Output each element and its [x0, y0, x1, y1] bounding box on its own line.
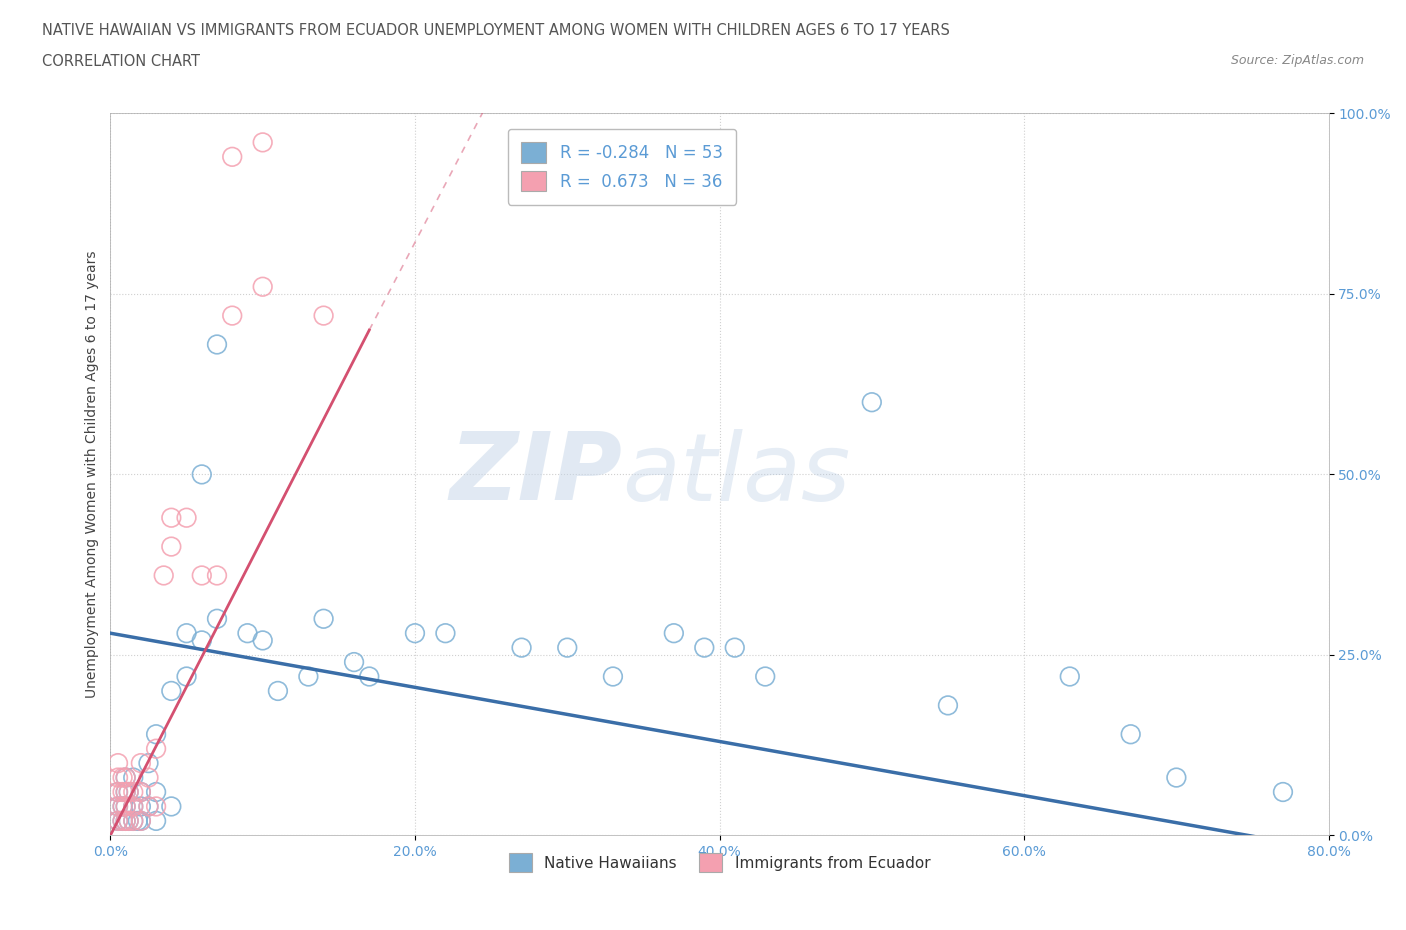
Point [111, 814, 134, 829]
Point [107, 785, 129, 800]
Point [114, 814, 136, 829]
Point [312, 611, 335, 626]
Point [1166, 770, 1188, 785]
Point [107, 799, 129, 814]
Text: NATIVE HAWAIIAN VS IMMIGRANTS FROM ECUADOR UNEMPLOYMENT AMONG WOMEN WITH CHILDRE: NATIVE HAWAIIAN VS IMMIGRANTS FROM ECUAD… [42, 23, 950, 38]
Point [138, 799, 160, 814]
Point [107, 814, 129, 829]
Point [107, 814, 129, 829]
Point [936, 698, 959, 712]
Point [114, 770, 136, 785]
Point [114, 785, 136, 800]
Point [205, 337, 228, 352]
Point [129, 756, 152, 771]
Point [404, 626, 426, 641]
Point [129, 785, 152, 800]
Point [160, 511, 183, 525]
Point [434, 626, 457, 641]
Point [160, 539, 183, 554]
Point [1059, 669, 1081, 684]
Point [176, 669, 198, 684]
Point [111, 799, 134, 814]
Point [1271, 785, 1294, 800]
Point [107, 785, 129, 800]
Point [122, 814, 145, 829]
Point [252, 279, 274, 294]
Point [724, 640, 747, 655]
Point [252, 135, 274, 150]
Point [114, 799, 136, 814]
Point [160, 799, 183, 814]
Point [145, 814, 167, 829]
Point [118, 814, 141, 829]
Point [252, 633, 274, 648]
Point [754, 669, 776, 684]
Point [122, 799, 145, 814]
Point [221, 308, 243, 323]
Point [111, 799, 134, 814]
Point [111, 814, 134, 829]
Text: CORRELATION CHART: CORRELATION CHART [42, 54, 200, 69]
Point [118, 814, 141, 829]
Point [127, 814, 149, 829]
Point [138, 756, 160, 771]
Point [111, 785, 134, 800]
Point [114, 799, 136, 814]
Point [138, 770, 160, 785]
Point [111, 770, 134, 785]
Point [1119, 727, 1142, 742]
Point [122, 770, 145, 785]
Point [145, 727, 167, 742]
Point [860, 394, 883, 409]
Point [236, 626, 259, 641]
Point [129, 785, 152, 800]
Point [555, 640, 578, 655]
Point [122, 785, 145, 800]
Point [312, 308, 335, 323]
Point [152, 568, 174, 583]
Text: atlas: atlas [621, 429, 851, 520]
Point [107, 770, 129, 785]
Point [122, 799, 145, 814]
Point [221, 150, 243, 165]
Y-axis label: Unemployment Among Women with Children Ages 6 to 17 years: Unemployment Among Women with Children A… [86, 251, 100, 698]
Point [160, 684, 183, 698]
Text: Source: ZipAtlas.com: Source: ZipAtlas.com [1230, 54, 1364, 67]
Point [343, 655, 366, 670]
Point [129, 799, 152, 814]
Point [114, 770, 136, 785]
Point [267, 684, 290, 698]
Point [176, 626, 198, 641]
Point [118, 785, 141, 800]
Point [129, 814, 152, 829]
Point [205, 568, 228, 583]
Point [145, 799, 167, 814]
Point [129, 814, 152, 829]
Point [122, 814, 145, 829]
Point [114, 785, 136, 800]
Text: ZIP: ZIP [449, 429, 621, 521]
Point [145, 785, 167, 800]
Point [107, 756, 129, 771]
Point [191, 467, 214, 482]
Point [118, 785, 141, 800]
Point [205, 611, 228, 626]
Point [176, 511, 198, 525]
Point [107, 799, 129, 814]
Point [191, 633, 214, 648]
Point [138, 799, 160, 814]
Point [191, 568, 214, 583]
Point [602, 669, 624, 684]
Point [114, 814, 136, 829]
Point [297, 669, 319, 684]
Point [510, 640, 533, 655]
Point [693, 640, 716, 655]
Legend: Native Hawaiians, Immigrants from Ecuador: Native Hawaiians, Immigrants from Ecuado… [503, 847, 936, 878]
Point [145, 741, 167, 756]
Point [359, 669, 381, 684]
Point [662, 626, 685, 641]
